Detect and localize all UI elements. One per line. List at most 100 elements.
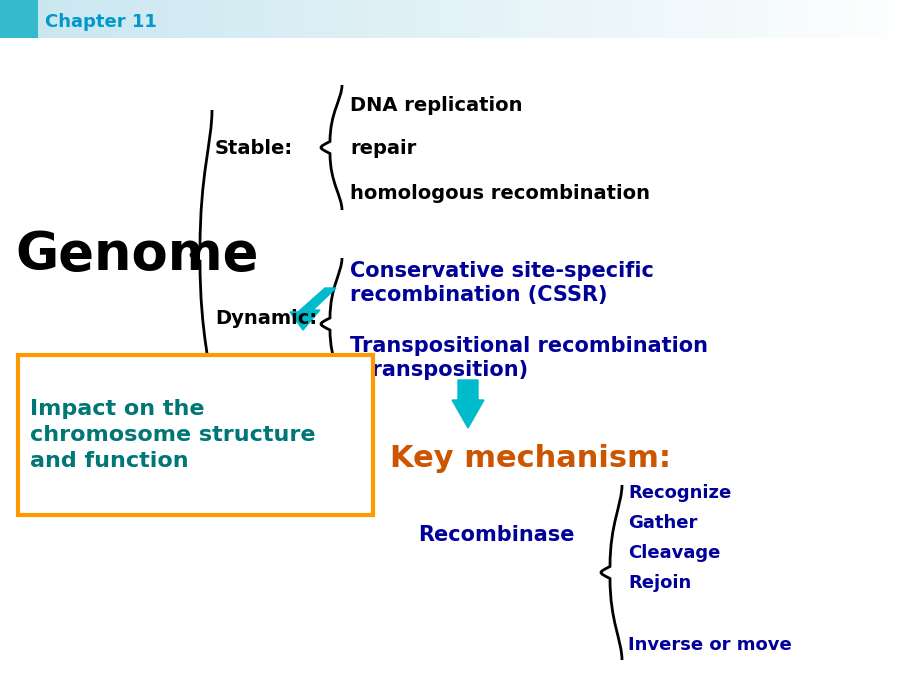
Bar	[256, 0, 257, 38]
Bar	[172, 0, 173, 38]
Bar	[71, 0, 72, 38]
Bar	[717, 0, 719, 38]
Bar	[657, 0, 658, 38]
Bar	[750, 0, 751, 38]
Bar	[573, 0, 574, 38]
Bar	[694, 0, 696, 38]
Bar	[64, 0, 65, 38]
Bar	[228, 0, 229, 38]
Bar	[823, 0, 824, 38]
Bar	[195, 0, 196, 38]
Bar	[604, 0, 605, 38]
Bar	[176, 0, 177, 38]
Bar	[243, 0, 244, 38]
Bar	[647, 0, 648, 38]
Bar	[278, 0, 279, 38]
Bar	[860, 0, 861, 38]
Bar	[291, 0, 292, 38]
Bar	[735, 0, 736, 38]
Bar	[404, 0, 405, 38]
Bar	[50, 0, 51, 38]
Bar	[186, 0, 187, 38]
Bar	[310, 0, 311, 38]
Bar	[135, 0, 136, 38]
Bar	[35, 0, 36, 38]
Bar	[297, 0, 298, 38]
Bar	[486, 0, 487, 38]
Bar	[249, 0, 250, 38]
Bar	[425, 0, 426, 38]
Bar	[196, 0, 197, 38]
Bar	[761, 0, 762, 38]
Bar	[78, 0, 79, 38]
Polygon shape	[451, 380, 483, 428]
Bar	[464, 0, 466, 38]
Bar	[806, 0, 807, 38]
Bar	[116, 0, 117, 38]
Bar	[831, 0, 832, 38]
Bar	[360, 0, 361, 38]
Bar	[332, 0, 333, 38]
Bar	[452, 0, 453, 38]
Bar	[77, 0, 78, 38]
Bar	[627, 0, 628, 38]
Bar	[525, 0, 526, 38]
Bar	[288, 0, 289, 38]
Bar	[264, 0, 265, 38]
Bar	[839, 0, 840, 38]
Bar	[0, 0, 1, 38]
Bar	[149, 0, 150, 38]
Bar	[722, 0, 723, 38]
Bar	[815, 0, 816, 38]
Bar	[428, 0, 429, 38]
Bar	[742, 0, 743, 38]
Text: Impact on the
chromosome structure
and function: Impact on the chromosome structure and f…	[30, 400, 315, 471]
Bar	[313, 0, 314, 38]
Bar	[268, 0, 269, 38]
Bar	[564, 0, 565, 38]
Bar	[461, 0, 462, 38]
Bar	[654, 0, 655, 38]
Bar	[636, 0, 637, 38]
Text: Key mechanism:: Key mechanism:	[390, 444, 670, 473]
Bar	[21, 0, 22, 38]
Bar	[175, 0, 176, 38]
Bar	[561, 0, 562, 38]
Bar	[0, 0, 38, 38]
Bar	[858, 0, 859, 38]
Bar	[439, 0, 440, 38]
Bar	[499, 0, 501, 38]
Bar	[372, 0, 374, 38]
Bar	[608, 0, 609, 38]
Bar	[651, 0, 652, 38]
Bar	[677, 0, 678, 38]
Bar	[484, 0, 485, 38]
Bar	[501, 0, 502, 38]
Bar	[514, 0, 515, 38]
Bar	[447, 0, 448, 38]
Bar	[813, 0, 814, 38]
Bar	[715, 0, 716, 38]
Text: Genome: Genome	[15, 229, 258, 281]
Bar	[246, 0, 248, 38]
Bar	[429, 0, 430, 38]
Bar	[87, 0, 88, 38]
Bar	[588, 0, 589, 38]
Bar	[711, 0, 712, 38]
Bar	[226, 0, 227, 38]
Bar	[704, 0, 705, 38]
Bar	[784, 0, 785, 38]
Bar	[37, 0, 38, 38]
Bar	[836, 0, 837, 38]
Bar	[568, 0, 570, 38]
Bar	[818, 0, 819, 38]
Bar	[458, 0, 459, 38]
Bar	[450, 0, 451, 38]
Bar	[269, 0, 271, 38]
Bar	[118, 0, 119, 38]
Bar	[69, 0, 70, 38]
Bar	[126, 0, 127, 38]
Bar	[685, 0, 686, 38]
Bar	[495, 0, 496, 38]
Bar	[411, 0, 412, 38]
